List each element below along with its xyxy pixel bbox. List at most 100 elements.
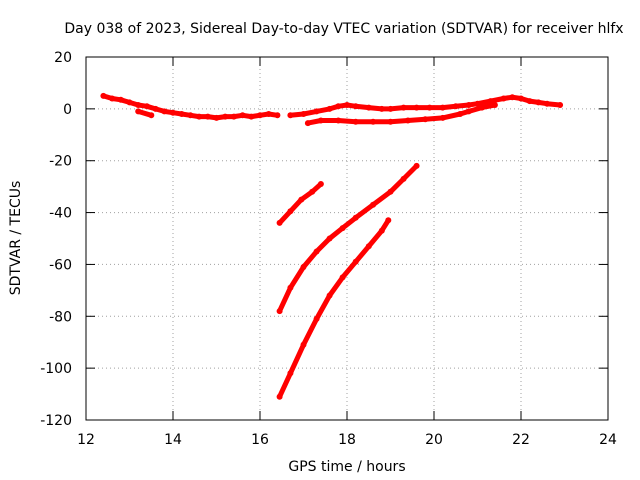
data-point <box>248 113 255 120</box>
data-point <box>378 105 385 112</box>
data-point <box>109 95 116 102</box>
x-tick-label: 20 <box>425 432 443 448</box>
data-point <box>287 208 294 215</box>
data-point <box>544 100 551 107</box>
series-arc-7 <box>277 217 391 400</box>
data-point <box>452 103 459 110</box>
data-point <box>457 111 464 117</box>
data-point <box>326 105 333 112</box>
data-point <box>196 113 203 120</box>
data-point <box>143 103 150 110</box>
data-point <box>535 99 542 106</box>
chart-title: Day 038 of 2023, Sidereal Day-to-day VTE… <box>64 21 623 37</box>
data-point <box>487 98 494 105</box>
data-point <box>313 315 320 322</box>
series-layer <box>100 92 564 400</box>
data-point <box>298 196 305 203</box>
data-point <box>148 112 155 119</box>
data-point <box>309 188 316 195</box>
data-point <box>152 105 159 112</box>
data-point <box>170 109 176 116</box>
x-axis-label: GPS time / hours <box>288 459 405 475</box>
data-point <box>385 217 392 224</box>
data-point <box>404 117 411 124</box>
data-point <box>370 201 377 208</box>
data-point <box>178 111 185 117</box>
y-tick-label: -120 <box>40 413 72 429</box>
data-point <box>317 117 324 124</box>
data-point <box>413 162 420 169</box>
data-point <box>400 104 407 111</box>
data-point <box>317 181 324 187</box>
y-tick-label: -60 <box>49 257 72 273</box>
data-point <box>326 292 333 299</box>
data-point <box>117 96 124 103</box>
x-tick-label: 12 <box>77 432 95 448</box>
data-point <box>276 393 283 400</box>
data-point <box>474 100 481 107</box>
data-point <box>387 105 394 112</box>
data-point <box>387 188 394 195</box>
data-point <box>300 341 307 348</box>
y-tick-label: -100 <box>40 361 72 377</box>
x-tick-label: 16 <box>251 432 269 448</box>
y-tick-label: -40 <box>49 206 72 222</box>
data-point <box>135 102 142 108</box>
data-point <box>239 112 246 119</box>
data-point <box>526 98 533 105</box>
data-point <box>339 225 346 232</box>
data-point <box>400 175 407 182</box>
data-point <box>265 111 272 117</box>
x-tick-label: 18 <box>338 432 356 448</box>
series-arc-6 <box>277 163 420 314</box>
data-point <box>387 118 394 125</box>
data-point <box>352 258 359 265</box>
data-point <box>126 99 133 106</box>
data-point <box>352 118 359 125</box>
data-point <box>222 113 229 120</box>
data-point <box>313 248 320 255</box>
y-tick-label: -20 <box>49 154 72 170</box>
data-point <box>135 108 142 115</box>
data-point <box>439 114 446 121</box>
data-point <box>313 108 320 115</box>
data-point <box>413 104 420 111</box>
data-point <box>204 113 211 120</box>
data-point <box>557 102 564 108</box>
series-arc-5 <box>277 181 324 226</box>
data-point <box>518 95 524 102</box>
data-point <box>491 102 498 108</box>
data-point <box>465 102 472 108</box>
data-point <box>335 103 342 110</box>
data-point <box>276 308 283 315</box>
data-point <box>100 92 107 99</box>
data-point <box>287 370 294 377</box>
data-point <box>365 243 372 250</box>
data-point <box>465 108 472 115</box>
data-point <box>287 284 294 291</box>
data-point <box>257 112 263 119</box>
data-point <box>344 102 350 108</box>
y-tick-label: 0 <box>63 102 72 118</box>
data-point <box>161 108 168 115</box>
data-point <box>213 114 220 121</box>
data-point <box>509 94 516 101</box>
data-point <box>500 95 507 102</box>
data-point <box>478 104 485 111</box>
tick-labels: 12 14 16 18 20 22 24 20 0 -20 -40 -60 -80 -100 -120 <box>40 50 617 448</box>
x-tick-label: 22 <box>512 432 530 448</box>
data-point <box>274 112 281 119</box>
ticks <box>85 56 609 421</box>
data-point <box>187 112 194 119</box>
data-point <box>304 120 311 127</box>
data-point <box>422 116 429 123</box>
data-point <box>352 103 359 110</box>
data-point <box>326 235 333 242</box>
data-point <box>335 117 342 124</box>
y-axis-label: SDTVAR / TECUs <box>8 181 24 296</box>
data-point <box>378 227 385 234</box>
data-point <box>276 219 283 226</box>
data-point <box>287 112 294 119</box>
data-point <box>300 264 307 270</box>
